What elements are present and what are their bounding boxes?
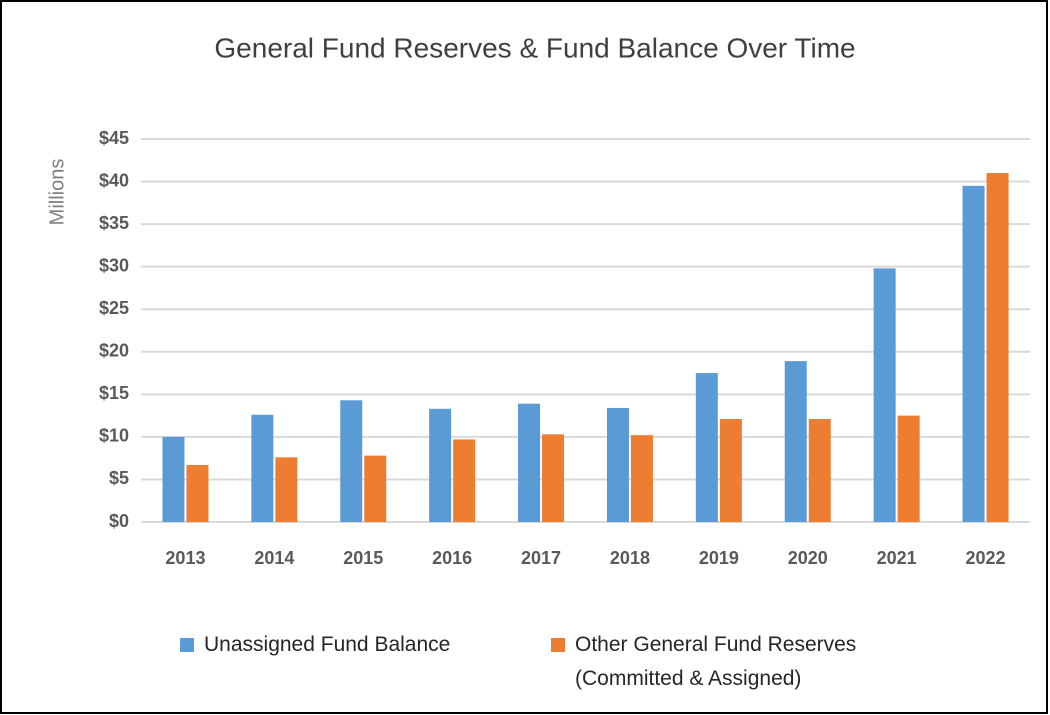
x-tick-label: 2019 [699,548,739,568]
x-tick-label: 2020 [788,548,828,568]
legend-item: Unassigned Fund Balance [180,628,500,662]
bar [542,434,565,522]
bar [897,415,920,522]
bar [606,407,629,522]
y-tick-label: $40 [99,170,129,190]
y-tick-label: $35 [99,213,129,233]
y-tick-label: $0 [109,511,129,531]
x-tick-label: 2018 [610,548,650,568]
y-tick-label: $30 [99,255,129,275]
bar [453,439,476,522]
bar [340,400,363,522]
bar [518,403,541,522]
y-axis-label: Millions [46,159,68,226]
bar [364,455,387,522]
x-tick-label: 2022 [966,548,1006,568]
legend-item: Other General Fund Reserves (Committed &… [551,628,911,696]
y-tick-label: $15 [99,383,129,403]
x-tick-label: 2015 [343,548,383,568]
legend-label: Unassigned Fund Balance [204,633,451,656]
bar [251,414,274,522]
bar [162,436,185,522]
bar [630,435,653,522]
x-tick-label: 2017 [521,548,561,568]
y-tick-label: $5 [109,468,129,488]
bar [962,185,985,523]
bar [986,173,1009,523]
bar [719,419,742,522]
y-tick-label: $10 [99,426,129,446]
y-tick-label: $20 [99,341,129,361]
bar [873,268,896,522]
x-tick-label: 2016 [432,548,472,568]
x-tick-label: 2021 [877,548,917,568]
legend-swatch [551,638,565,652]
bar [695,373,718,522]
bar [275,457,298,522]
x-tick-label: 2014 [254,548,294,568]
y-tick-label: $25 [99,298,129,318]
x-tick-label: 2013 [165,548,205,568]
legend-label: Other General Fund Reserves (Committed &… [575,633,857,690]
bar [429,408,452,522]
y-tick-label: $45 [99,128,129,148]
bar [784,361,807,522]
legend-swatch [180,638,194,652]
bar [186,464,209,522]
chart-title: General Fund Reserves & Fund Balance Ove… [214,32,855,63]
bar [808,419,831,522]
